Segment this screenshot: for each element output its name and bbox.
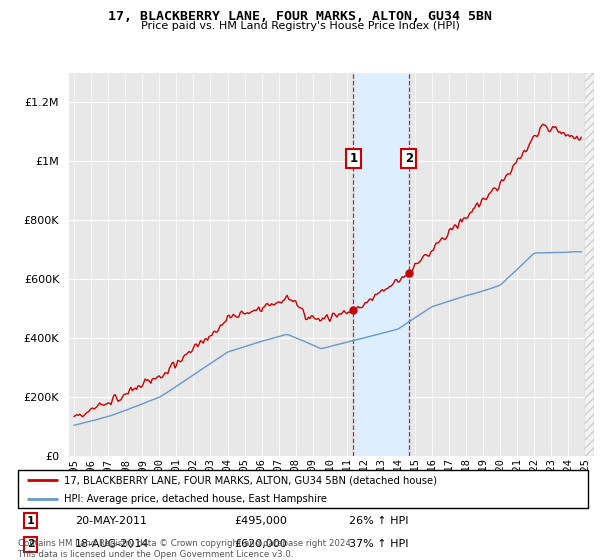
Bar: [353, 73, 409, 456]
Text: Price paid vs. HM Land Registry's House Price Index (HPI): Price paid vs. HM Land Registry's House …: [140, 21, 460, 31]
Text: 18-AUG-2014: 18-AUG-2014: [75, 539, 149, 549]
Text: 26% ↑ HPI: 26% ↑ HPI: [349, 516, 408, 526]
Text: 1: 1: [349, 152, 358, 165]
Text: 17, BLACKBERRY LANE, FOUR MARKS, ALTON, GU34 5BN (detached house): 17, BLACKBERRY LANE, FOUR MARKS, ALTON, …: [64, 475, 437, 486]
Text: 2: 2: [404, 152, 413, 165]
Text: £620,000: £620,000: [235, 539, 287, 549]
Text: 1: 1: [26, 516, 34, 526]
Text: 2: 2: [26, 539, 34, 549]
Text: Contains HM Land Registry data © Crown copyright and database right 2024.
This d: Contains HM Land Registry data © Crown c…: [18, 539, 353, 559]
FancyBboxPatch shape: [18, 470, 588, 508]
Text: 17, BLACKBERRY LANE, FOUR MARKS, ALTON, GU34 5BN: 17, BLACKBERRY LANE, FOUR MARKS, ALTON, …: [108, 10, 492, 23]
Text: 37% ↑ HPI: 37% ↑ HPI: [349, 539, 408, 549]
Text: 20-MAY-2011: 20-MAY-2011: [75, 516, 147, 526]
Text: £495,000: £495,000: [235, 516, 287, 526]
Text: HPI: Average price, detached house, East Hampshire: HPI: Average price, detached house, East…: [64, 494, 326, 505]
